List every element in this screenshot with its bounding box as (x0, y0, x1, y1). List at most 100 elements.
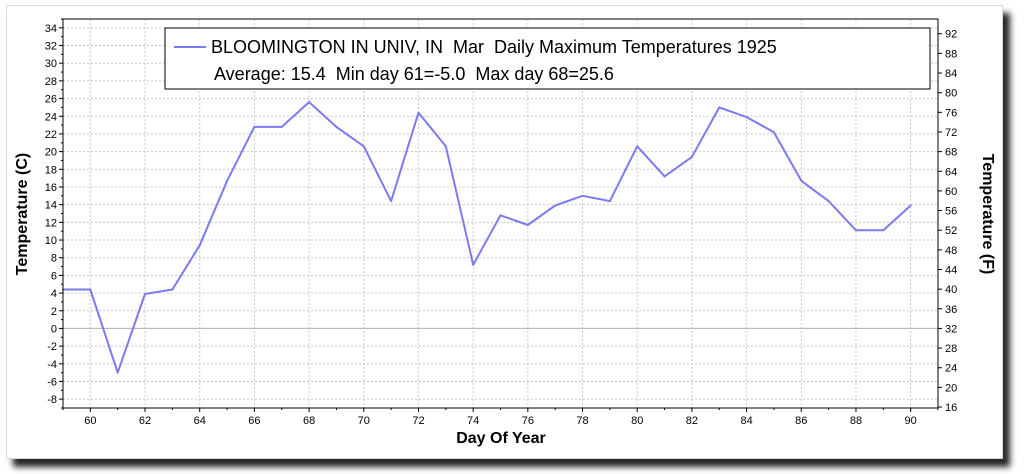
y-tick-label: 0 (51, 323, 57, 335)
y-tick-label: 10 (45, 235, 57, 247)
data-point (253, 125, 256, 128)
y2-tick-label: 20 (945, 382, 957, 394)
data-point (417, 111, 420, 114)
y-tick-label: -8 (47, 394, 57, 406)
x-axis-title: Day Of Year (456, 430, 546, 447)
series-layer (62, 101, 912, 374)
y2-tick-label: 56 (945, 206, 957, 218)
y-tick-label: 18 (45, 164, 57, 176)
y-tick-label: 2 (51, 306, 57, 318)
data-point (335, 125, 338, 128)
y-tick-label: 22 (45, 129, 57, 141)
data-point (144, 292, 147, 295)
x-tick-label: 76 (522, 415, 534, 427)
y2-tick-label: 52 (945, 225, 957, 237)
data-point (882, 229, 885, 232)
y-axis-title-left: Temperature (C) (14, 153, 31, 275)
x-tick-label: 86 (795, 415, 807, 427)
y2-tick-label: 28 (945, 343, 957, 355)
data-point (581, 194, 584, 197)
y-tick-label: 8 (51, 253, 57, 265)
y-axis-right: 16 20 24 28 32 36 40 44 48 52 56 60 64 68 72 76 80 84 88 92 (938, 29, 957, 414)
legend-summary: Average: 15.4 Min day 61=-5.0 Max day 68… (214, 64, 614, 84)
data-point (909, 204, 912, 207)
y-axis-title-right: Temperature (F) (979, 154, 996, 275)
x-tick-label: 68 (303, 415, 315, 427)
y2-tick-label: 40 (945, 284, 957, 296)
data-point (362, 145, 365, 148)
x-tick-label: 90 (905, 415, 917, 427)
temperature-chart: 60 62 64 66 68 70 72 74 76 78 80 82 84 86 88 90 -8-6-4-… (14, 18, 996, 447)
y-tick-label: 32 (45, 41, 57, 53)
y-tick-label: 12 (45, 217, 57, 229)
x-axis: 60 62 64 66 68 70 72 74 76 78 80 82 84 86 88 90 (62, 408, 939, 427)
y-tick-label: 34 (45, 23, 57, 35)
y2-tick-label: 68 (945, 147, 957, 159)
legend: BLOOMINGTON IN UNIV, IN Mar Daily Maximu… (164, 27, 931, 90)
data-point (472, 263, 475, 266)
y-tick-label: 24 (45, 111, 57, 123)
x-tick-label: 80 (631, 415, 643, 427)
y-tick-label: 4 (51, 288, 57, 300)
x-tick-label: 78 (576, 415, 588, 427)
y2-tick-label: 24 (945, 363, 957, 375)
data-point (690, 155, 693, 158)
data-point (800, 179, 803, 182)
y2-tick-label: 88 (945, 48, 957, 60)
y-tick-label: 26 (45, 94, 57, 106)
legend-series-name: BLOOMINGTON IN UNIV, IN Mar Daily Maximu… (211, 37, 777, 57)
y2-tick-label: 16 (945, 402, 957, 414)
data-point (444, 145, 447, 148)
data-point (308, 101, 311, 104)
x-tick-label: 62 (139, 415, 151, 427)
data-point (636, 145, 639, 148)
y2-tick-label: 36 (945, 304, 957, 316)
data-point (499, 214, 502, 217)
data-point (89, 288, 92, 291)
y-tick-label: -4 (47, 359, 57, 371)
y2-tick-label: 48 (945, 245, 957, 257)
data-point (526, 223, 529, 226)
data-point (718, 106, 721, 109)
data-point (280, 125, 283, 128)
data-point (116, 371, 119, 374)
x-tick-label: 88 (850, 415, 862, 427)
series-line (63, 101, 912, 374)
data-point (226, 179, 229, 182)
y2-tick-label: 32 (945, 323, 957, 335)
data-point (554, 204, 557, 207)
y2-tick-label: 84 (945, 68, 957, 80)
data-point (608, 200, 611, 203)
y-tick-label: 30 (45, 58, 57, 70)
data-point (772, 131, 775, 134)
x-tick-label: 60 (84, 415, 96, 427)
y-tick-label: 20 (45, 147, 57, 159)
data-point (854, 229, 857, 232)
x-tick-label: 74 (467, 415, 479, 427)
y2-tick-label: 72 (945, 127, 957, 139)
y2-tick-label: 80 (945, 88, 957, 100)
data-point (171, 288, 174, 291)
data-point (198, 244, 201, 247)
x-tick-label: 84 (740, 415, 752, 427)
y2-tick-label: 60 (945, 186, 957, 198)
y-tick-label: 14 (45, 200, 57, 212)
chart-frame: 60 62 64 66 68 70 72 74 76 78 80 82 84 86 88 90 -8 -6 -4-… (6, 5, 1003, 459)
x-tick-label: 72 (412, 415, 424, 427)
legend-box (164, 27, 931, 90)
y-tick-label: 6 (51, 270, 57, 282)
x-tick-label: 64 (194, 415, 206, 427)
data-point (745, 116, 748, 119)
y2-tick-label: 44 (945, 264, 957, 276)
x-tick-label: 66 (248, 415, 260, 427)
y2-tick-label: 64 (945, 166, 957, 178)
y2-tick-label: 92 (945, 29, 957, 41)
x-tick-label: 70 (358, 415, 370, 427)
x-tick-label: 82 (686, 415, 698, 427)
data-point (827, 200, 830, 203)
y-tick-label: -6 (47, 376, 57, 388)
data-point (390, 200, 393, 203)
y-tick-label: -2 (47, 341, 57, 353)
y-tick-label: 16 (45, 182, 57, 194)
